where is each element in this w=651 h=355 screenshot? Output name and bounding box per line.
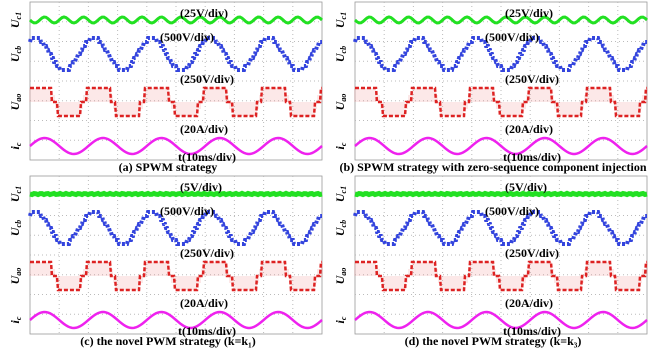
channel-label: Uc1	[333, 186, 348, 202]
caption: (b) SPWM strategy with zero-sequence com…	[339, 160, 646, 174]
channel-label: Ucb	[8, 220, 23, 236]
channel-sub: ao	[14, 268, 23, 276]
caption: (d) the novel PWM strategy (k=k₃)	[405, 334, 582, 348]
channel-sub: c1	[14, 12, 23, 20]
caption: (c) the novel PWM strategy (k=k₁)	[80, 334, 255, 348]
scale-label: (25V/div)	[180, 6, 228, 20]
figure: Uc1 Ucb Uao ic (25V/div) (500V/div) (250V/div)…	[0, 0, 651, 355]
channel-label: Ucb	[8, 46, 23, 62]
channel-sub: c1	[14, 186, 23, 194]
trace-uc1	[355, 193, 647, 194]
channel-sub: ao	[339, 268, 348, 276]
channel-sub: c	[14, 316, 23, 320]
panel: Uc1 Ucb Uao ic (25V/div) (500V/div) (250V/div)…	[333, 2, 647, 174]
channel-sub: cb	[14, 46, 23, 54]
channel-sub: c1	[339, 186, 348, 194]
channel-sub: c1	[339, 12, 348, 20]
channel-label: Uc1	[8, 186, 23, 202]
scale-label: (20A/div)	[180, 122, 228, 136]
channel-label: Uao	[333, 94, 348, 111]
channel-label: Uc1	[8, 12, 23, 28]
channel-label: Uao	[8, 94, 23, 111]
scale-label: (250V/div)	[505, 246, 559, 260]
scale-label: (500V/div)	[485, 204, 539, 218]
channel-label: Ucb	[333, 46, 348, 62]
channel-label: Uc1	[333, 12, 348, 28]
channel-sub: c	[339, 142, 348, 146]
channel-label: Ucb	[333, 220, 348, 236]
scale-label: (25V/div)	[505, 6, 553, 20]
scale-label: (20A/div)	[505, 122, 553, 136]
channel-sub: ao	[339, 94, 348, 102]
scale-label: (20A/div)	[180, 296, 228, 310]
trace-uc1	[30, 193, 322, 194]
panel: Uc1 Ucb Uao ic (5V/div) (500V/div) (250V/div) (…	[333, 176, 647, 348]
scale-label: (250V/div)	[180, 246, 234, 260]
channel-sub: cb	[14, 220, 23, 228]
channel-label: Uao	[333, 268, 348, 285]
scale-label: (250V/div)	[180, 72, 234, 86]
scale-label: (500V/div)	[160, 204, 214, 218]
channel-label: Uao	[8, 268, 23, 285]
channel-sub: c	[339, 316, 348, 320]
channel-label: ic	[8, 316, 23, 323]
channel-label: ic	[333, 316, 348, 323]
panel: Uc1 Ucb Uao ic (25V/div) (500V/div) (250V/div)…	[8, 2, 322, 174]
channel-sub: cb	[339, 220, 348, 228]
caption: (a) SPWM strategy	[119, 160, 218, 174]
scale-label: (5V/div)	[505, 180, 547, 194]
scale-label: (500V/div)	[160, 30, 214, 44]
scale-label: (20A/div)	[505, 296, 553, 310]
scale-label: (500V/div)	[485, 30, 539, 44]
channel-sub: cb	[339, 46, 348, 54]
channel-sub: c	[14, 142, 23, 146]
scale-label: (250V/div)	[505, 72, 559, 86]
scale-label: (5V/div)	[180, 180, 222, 194]
channel-label: ic	[333, 142, 348, 149]
channel-label: ic	[8, 142, 23, 149]
channel-sub: ao	[14, 94, 23, 102]
panel: Uc1 Ucb Uao ic (5V/div) (500V/div) (250V/div) (…	[8, 176, 322, 348]
